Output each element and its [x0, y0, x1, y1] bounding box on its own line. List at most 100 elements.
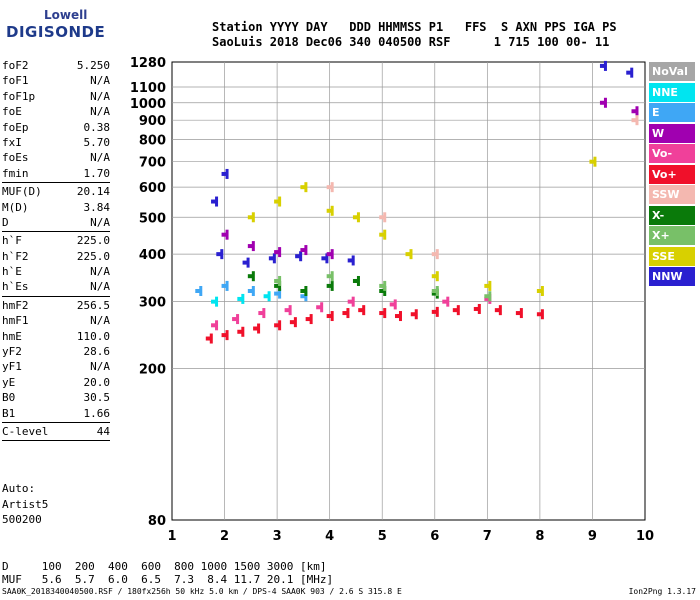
param-value: N/A [90, 105, 110, 119]
echo-point [405, 252, 412, 257]
echo-trace [330, 271, 334, 282]
echo-point [305, 317, 312, 322]
param-value: 5.250 [76, 59, 110, 72]
echo-point [274, 250, 281, 255]
echo-trace [293, 317, 297, 328]
y-tick-label: 1280 [130, 56, 166, 71]
echo-trace [346, 308, 350, 319]
echo-trace [251, 241, 255, 252]
auto-version: 500200 [2, 513, 42, 526]
echo-trace [351, 296, 355, 307]
echo-point [494, 308, 501, 313]
echo-trace [225, 168, 229, 179]
echo-point [379, 289, 386, 293]
echo-point [211, 299, 218, 304]
param-row: fmin 1.70 [2, 166, 110, 181]
echo-point [358, 308, 365, 313]
echo-trace [383, 212, 387, 223]
scaled-parameters-panel: foF2 5.250 foF1 N/A foF1p N/A foE N/A foEp 0.38 fx… [2, 58, 110, 442]
param-label: foF2 [2, 59, 29, 72]
echo-point [300, 289, 307, 293]
param-row: h`F 225.0 [2, 233, 110, 248]
legend-item-sse: SSE [649, 246, 695, 266]
y-tick-label: 800 [139, 134, 166, 149]
echo-point [237, 296, 244, 301]
echo-point [326, 274, 333, 279]
echo-trace [225, 280, 229, 291]
param-label: h`Es [2, 280, 29, 294]
echo-trace [540, 286, 544, 296]
echo-trace [241, 326, 245, 337]
echo-trace [215, 196, 219, 207]
echo-point [211, 323, 218, 328]
param-label: h`E [2, 265, 22, 279]
param-label: foF1p [2, 89, 36, 103]
param-row: yF1 N/A [2, 359, 110, 374]
param-value: 20.0 [83, 375, 111, 389]
echo-point [247, 289, 254, 293]
echo-trace [488, 291, 492, 302]
legend-item-nne: NNE [649, 82, 695, 102]
echo-point [258, 311, 265, 316]
param-label: fmin [2, 166, 29, 180]
echo-trace [241, 293, 245, 304]
echo-trace [330, 182, 334, 193]
echo-trace [356, 212, 360, 223]
echo-trace [435, 271, 439, 282]
param-row: hmE 110.0 [2, 329, 110, 344]
echo-point [316, 305, 323, 310]
legend-item-ssw: SSW [649, 185, 695, 204]
echo-trace [215, 296, 219, 307]
echo-trace [209, 333, 213, 344]
echo-point [289, 320, 296, 325]
param-row: h`Es N/A [2, 279, 110, 294]
echo-trace [225, 229, 229, 240]
echo-point [473, 306, 480, 311]
echo-trace [603, 97, 607, 108]
param-value: 44 [96, 424, 110, 438]
echo-trace [251, 271, 255, 282]
echo-point [347, 299, 354, 304]
echo-trace [446, 296, 450, 307]
echo-point [431, 289, 438, 293]
param-row: B1 1.66 [2, 406, 110, 421]
y-tick-label: 700 [139, 156, 166, 171]
param-row: foF1p N/A [2, 89, 110, 104]
param-label: yF2 [2, 345, 22, 359]
param-row: foF1 N/A [2, 73, 110, 88]
echo-point [431, 309, 438, 314]
echo-trace [477, 303, 481, 314]
param-label: foEp [2, 120, 29, 134]
x-tick-label: 8 [535, 529, 544, 544]
echo-trace [540, 309, 544, 320]
echo-trace [435, 249, 439, 260]
echo-trace [635, 115, 639, 126]
param-label: foF1 [2, 74, 29, 88]
echo-point [295, 254, 302, 259]
echo-trace [409, 249, 413, 260]
echo-point [326, 314, 333, 319]
echo-point [394, 314, 401, 319]
param-label: hmE [2, 329, 22, 343]
echo-point [263, 294, 270, 299]
echo-trace [225, 330, 229, 341]
param-value: 5.70 [83, 135, 111, 149]
param-value: 110.0 [76, 329, 110, 343]
param-value: 225.0 [76, 234, 110, 248]
x-tick-label: 4 [325, 529, 334, 544]
header-line-1: Station YYYY DAY DDD HHMMSS P1 FFS S AXN… [212, 20, 617, 34]
y-tick-label: 400 [139, 248, 166, 263]
echo-trace [309, 314, 313, 325]
param-label: B1 [2, 406, 16, 420]
param-row: fxI 5.70 [2, 135, 110, 150]
echo-trace [383, 229, 387, 240]
echo-trace [299, 251, 303, 262]
muf-row: MUF 5.6 5.7 6.0 6.5 7.3 8.4 11.7 20.1 [M… [2, 573, 334, 586]
echo-point [484, 296, 491, 301]
legend-item-noval: NoVal [649, 62, 695, 81]
x-tick-label: 6 [430, 529, 439, 544]
param-value: 20.14 [76, 185, 110, 199]
echo-point [195, 289, 202, 293]
x-tick-label: 7 [483, 529, 492, 544]
legend-item-vo-: Vo- [649, 144, 695, 163]
